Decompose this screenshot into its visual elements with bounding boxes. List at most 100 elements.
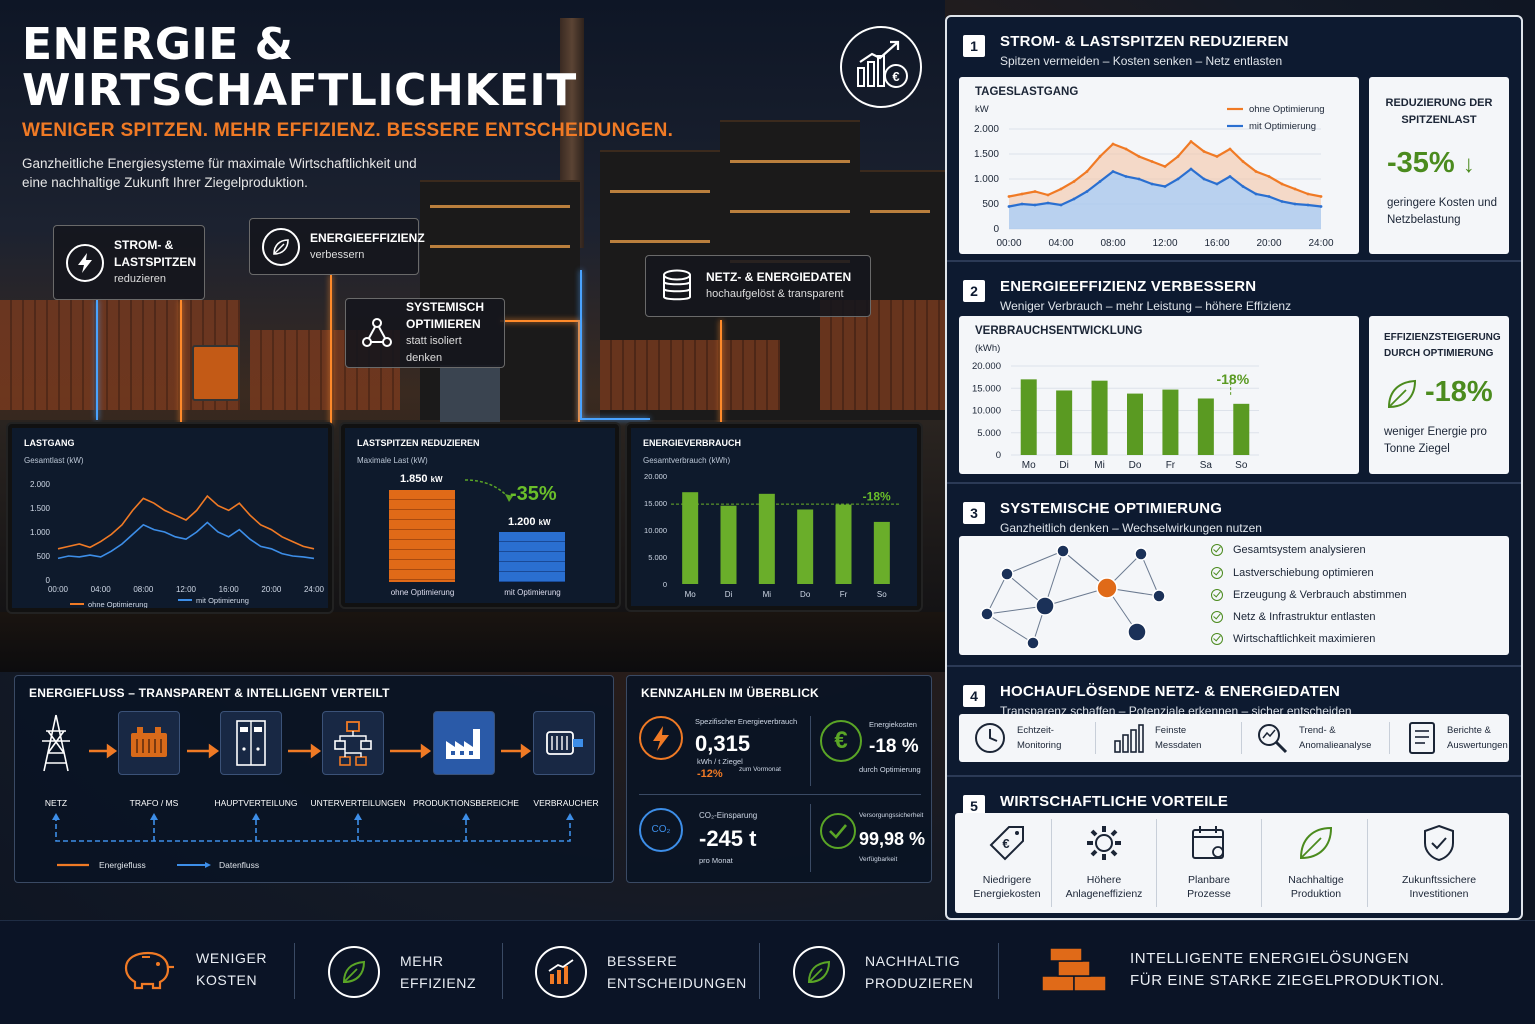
motor-icon [533, 711, 595, 775]
data-point-mit [1137, 177, 1141, 181]
leaf-icon [1299, 826, 1333, 860]
section-4: 4 HOCHAUFLÖSENDE NETZ- & ENERGIEDATEN Tr… [947, 667, 1521, 777]
data-point-ohne [1306, 192, 1310, 196]
monitor-lastspitzen: LASTSPITZEN REDUZIEREN Maximale Last (kW… [341, 424, 619, 607]
data-point-mit [1124, 175, 1128, 178]
callout-energieeffizienz: ENERGIEEFFIZIENZ verbessern [249, 218, 425, 275]
lastspitzen-delta: -35% [510, 483, 557, 505]
verbrauch-card: VERBRAUCHSENTWICKLUNG (kWh) 20.000 15.000… [959, 316, 1359, 474]
kpi-4-label: Versorgungssicherheit [859, 812, 924, 819]
section-5: 5 WIRTSCHAFTLICHE VORTEILE € Niedrigere E… [947, 777, 1521, 918]
y-tick-label: 1.500 [974, 149, 999, 160]
bar-a-label: ohne Optimierung [390, 588, 455, 597]
flow-label-unterverteilungen: UNTERVERTEILUNGEN [310, 798, 406, 808]
section-3: 3 SYSTEMISCHE OPTIMIERUNG Ganzheitlich d… [947, 484, 1521, 667]
forklift-illustration [192, 345, 240, 401]
y-tick-label: 5.000 [648, 553, 667, 562]
y-tick-label: 10.000 [644, 526, 667, 535]
x-tick-label: Fr [840, 590, 848, 599]
data-point-mit [1202, 177, 1206, 181]
data-point-mit [1267, 195, 1271, 198]
spitzenlast-box-value: -35% ↓ [1387, 147, 1475, 179]
piggy-bank-icon [124, 951, 174, 990]
effizienz-box-value: -18% [1425, 376, 1493, 408]
bar [1020, 379, 1037, 455]
network-icon [358, 314, 396, 352]
bricks-icon [1041, 947, 1107, 992]
legend-datenfluss: Datenfluss [219, 860, 260, 870]
x-tick-label: Do [800, 590, 811, 599]
x-tick-label: So [877, 590, 887, 599]
flame-lightning-icon [639, 716, 683, 760]
flow-label-trafo: TRAFO / MS [129, 798, 179, 808]
energy-flow-panel: ENERGIEFLUSS – TRANSPARENT & INTELLIGENT… [14, 675, 614, 883]
data-point-ohne [1111, 142, 1115, 146]
data-point-mit [1020, 202, 1024, 206]
data-point-mit [1046, 201, 1050, 205]
monitor-energie-title: ENERGIEVERBRAUCH [643, 438, 742, 448]
bar [758, 493, 775, 584]
feature-messdaten: Feinste Messdaten [1111, 714, 1201, 762]
section-5-title: WIRTSCHAFTLICHE VORTEILE [1000, 793, 1229, 810]
leaf-icon [1384, 376, 1420, 412]
x-tick-label: So [1235, 460, 1248, 471]
spitzenlast-box-title: REDUZIERUNG DER SPITZENLAST [1385, 97, 1493, 126]
data-point-ohne [1150, 160, 1154, 163]
data-point-ohne [1163, 165, 1167, 168]
x-tick-label: Mo [1022, 460, 1036, 471]
bar [1197, 398, 1214, 455]
verbrauch-title: VERBRAUCHSENTWICKLUNG [975, 325, 1143, 337]
data-point-mit [1280, 200, 1284, 203]
data-point-ohne [1280, 182, 1284, 186]
section-1: 1 STROM- & LASTSPITZEN REDUZIEREN Spitze… [947, 17, 1521, 262]
x-tick-label: 00:00 [996, 238, 1021, 249]
y-tick-label: 0 [663, 580, 667, 589]
data-point-ohne [1267, 175, 1271, 178]
energy-flow-arrows [52, 743, 574, 868]
check-icon [1211, 611, 1223, 623]
monitor-lastgang: LASTGANG Gesamtlast (kW) 2.000 1.500 1.000… [8, 424, 332, 612]
x-tick-label: Do [1129, 460, 1142, 471]
verbrauch-chart: 20.000 15.000 10.000 5.000 0 Mo Di Mi Do Fr Sa So -1… [972, 361, 1259, 471]
y-tick-label: 500 [37, 552, 51, 561]
y-tick-label: 2.000 [974, 124, 999, 135]
section-2-desc: Weniger Verbrauch – mehr Leistung – höhe… [1000, 299, 1292, 313]
data-point-mit [1150, 182, 1154, 186]
footer-item-kosten: WENIGER KOSTEN [118, 946, 267, 992]
check-item-2: Lastverschiebung optimieren [1211, 567, 1374, 579]
data-point-mit [1176, 177, 1180, 181]
bar [1056, 390, 1073, 455]
data-point-mit [1098, 180, 1102, 183]
y-tick-label: 0 [46, 576, 51, 585]
effizienz-box-title: EFFIZIENZSTEIGERUNG DURCH OPTIMIERUNG [1384, 332, 1501, 359]
spitzenlast-box-text: geringere Kosten und Netzbelastung [1387, 197, 1497, 226]
y-tick-label: 15.000 [972, 383, 1001, 394]
legend-label-ohne: ohne Optimierung [88, 600, 148, 608]
benefit-prozesse: Planbare Prozesse [1157, 813, 1261, 913]
data-point-ohne [1072, 180, 1076, 183]
database-icon [658, 267, 696, 305]
calendar-icon [1192, 826, 1224, 859]
data-point-mit [1189, 167, 1193, 171]
bar [797, 509, 814, 584]
data-point-mit [1215, 182, 1219, 186]
x-tick-label: Mi [763, 590, 772, 599]
leaf-circle-icon [328, 946, 380, 998]
footer-item-effizienz: MEHR EFFIZIENZ [328, 946, 476, 998]
section-1-number: 1 [963, 35, 985, 57]
bar-b-value: 1.200 kW [508, 516, 551, 528]
data-point-ohne [1293, 187, 1297, 191]
section-1-desc: Spitzen vermeiden – Kosten senken – Netz… [1000, 54, 1283, 68]
y-tick-label: 0 [993, 224, 999, 235]
y-tick-label: 15.000 [644, 499, 667, 508]
energy-flow-title: ENERGIEFLUSS – TRANSPARENT & INTELLIGENT… [29, 686, 390, 700]
data-point-ohne [1124, 147, 1128, 151]
x-tick-label: 24:00 [1308, 238, 1333, 249]
check-item-5: Wirtschaftlichkeit maximieren [1211, 633, 1375, 645]
effizienz-box: EFFIZIENZSTEIGERUNG DURCH OPTIMIERUNG -1… [1369, 316, 1509, 474]
y-tick-label: 0 [996, 450, 1001, 461]
bar [1091, 380, 1108, 455]
section-3-number: 3 [963, 502, 985, 524]
footer-item-entscheidungen: BESSERE ENTSCHEIDUNGEN [535, 946, 747, 998]
page-subtitle: WENIGER SPITZEN. MEHR EFFIZIENZ. BESSERE… [22, 120, 674, 141]
